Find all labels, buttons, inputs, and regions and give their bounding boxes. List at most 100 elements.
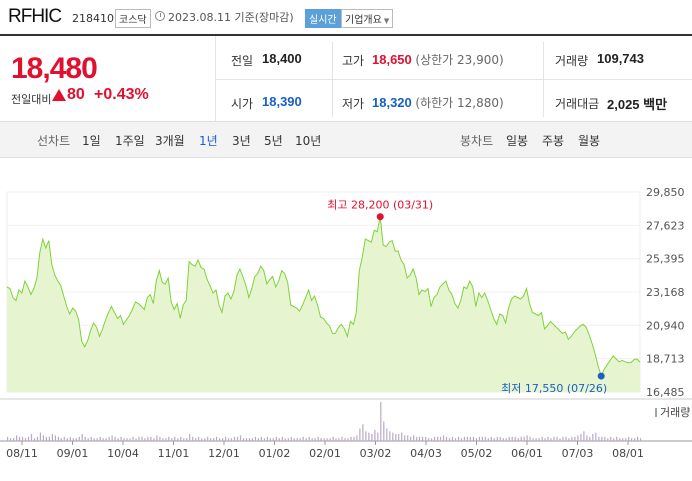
market-badge: 코스닥: [115, 9, 151, 28]
high-value: 18,650 (상한가 23,900): [372, 51, 504, 68]
volume-bar: [514, 436, 516, 441]
tab-10y[interactable]: 10년: [295, 134, 322, 148]
volume-bar: [7, 436, 9, 441]
volume-bar: [553, 436, 555, 441]
amount-label: 거래대금: [555, 97, 600, 111]
volume-bar: [517, 438, 519, 441]
volume-bar: [445, 436, 448, 441]
high-label: 고가: [342, 54, 365, 68]
volume-bar: [428, 438, 430, 441]
tab-5y[interactable]: 5년: [264, 134, 283, 148]
volume-bar: [150, 436, 152, 441]
tab-3y[interactable]: 3년: [232, 134, 251, 148]
volume-legend-label: 거래량: [660, 406, 690, 419]
volume-bar: [463, 436, 465, 441]
volume-bar: [263, 438, 265, 441]
volume-bar: [162, 438, 164, 441]
volume-bar: [580, 434, 582, 441]
volume-bar: [550, 438, 552, 441]
x-tick-label: 12/01: [208, 447, 240, 460]
volume-bar: [589, 436, 591, 441]
volume-bar: [356, 435, 358, 441]
volume-bar: [535, 438, 537, 441]
tab-weekly[interactable]: 주봉: [542, 134, 565, 148]
volume-bar: [174, 436, 176, 441]
volume-bar: [225, 436, 227, 441]
volume-bar: [93, 438, 95, 441]
volume-bar: [114, 436, 116, 441]
change-label: 전일대비: [11, 93, 52, 106]
volume-bar: [347, 438, 349, 441]
volume-bar: [505, 438, 507, 441]
volume-bar: [311, 438, 313, 441]
volume-bar: [171, 438, 173, 441]
volume-bar: [239, 435, 242, 441]
volume-bar: [359, 428, 361, 441]
volume-bar: [472, 436, 474, 441]
tab-monthly[interactable]: 월봉: [578, 134, 601, 148]
tab-1d[interactable]: 1일: [82, 134, 101, 148]
volume-bar: [350, 436, 352, 441]
x-tick-label: 01/02: [259, 447, 291, 460]
volume-bar: [523, 436, 525, 441]
volume-bar: [287, 438, 289, 441]
up-triangle-icon: [52, 89, 66, 101]
volume-bar: [254, 436, 256, 441]
volume-bar: [24, 438, 27, 441]
volume-bar: [413, 435, 415, 441]
volume-bar: [242, 438, 245, 441]
tab-1y[interactable]: 1년: [199, 134, 218, 148]
realtime-button[interactable]: 실시간: [305, 9, 341, 28]
volume-bar: [574, 436, 576, 441]
volume-bar: [66, 438, 68, 441]
tab-3m[interactable]: 3개월: [155, 134, 185, 148]
volume-bar: [374, 429, 376, 441]
x-tick-label: 08/01: [612, 447, 644, 460]
x-tick-label: 09/01: [57, 447, 89, 460]
volume-bar: [601, 436, 603, 441]
volume-bar: [272, 438, 274, 441]
min-label: 최저 17,550 (07/26): [501, 382, 607, 395]
volume-bar: [204, 438, 206, 441]
volume-bar: [45, 436, 47, 441]
price-chart[interactable]: 최고 28,200 (03/31) 최저 17,550 (07/26) 29,85…: [0, 170, 692, 481]
volume-bar: [18, 436, 21, 441]
low-price: 18,320: [372, 95, 412, 110]
y-tick-label: 20,940: [646, 319, 685, 332]
y-tick-label: 29,850: [646, 186, 685, 199]
volume-bar: [425, 436, 427, 441]
volume-bar: [437, 436, 439, 441]
volume-bar: [210, 438, 212, 441]
volume-bar: [401, 432, 403, 441]
stock-header: RFHIC 218410 코스닥 2023.08.11 기준(장마감) 실시간 …: [0, 0, 692, 34]
volume-bar: [628, 436, 630, 441]
volume-bar: [332, 436, 334, 441]
tab-1w[interactable]: 1주일: [115, 134, 145, 148]
volume-bar: [266, 436, 268, 441]
y-tick-label: 25,395: [646, 253, 685, 266]
volume-bar: [293, 438, 295, 441]
chart-marks: 최고 28,200 (03/31) 최저 17,550 (07/26): [327, 199, 607, 395]
tab-daily[interactable]: 일봉: [506, 134, 529, 148]
volume-bar: [592, 434, 594, 441]
volume-bar: [30, 434, 33, 441]
volume-bar: [51, 434, 53, 441]
volume-bar: [392, 432, 394, 441]
stats-row-divider: [215, 79, 692, 80]
volume-bar: [87, 438, 89, 441]
volume-bar: [526, 435, 528, 441]
volume-bar: [460, 438, 462, 441]
header-divider: [0, 34, 692, 36]
volume-bar: [201, 438, 203, 441]
high-price: 18,650: [372, 52, 412, 67]
amount-value: 2,025 백만: [607, 97, 668, 112]
upper-limit: (상한가 23,900): [415, 53, 504, 67]
volume-bar: [317, 436, 319, 441]
min-point: [597, 372, 605, 380]
volume-bar: [344, 438, 346, 441]
volume-bar: [129, 438, 131, 441]
volume-bar: [165, 438, 167, 441]
company-overview-dropdown[interactable]: 기업개요 ▼: [341, 9, 394, 28]
volume-bar: [556, 436, 558, 441]
stock-name: RFHIC: [8, 6, 62, 27]
